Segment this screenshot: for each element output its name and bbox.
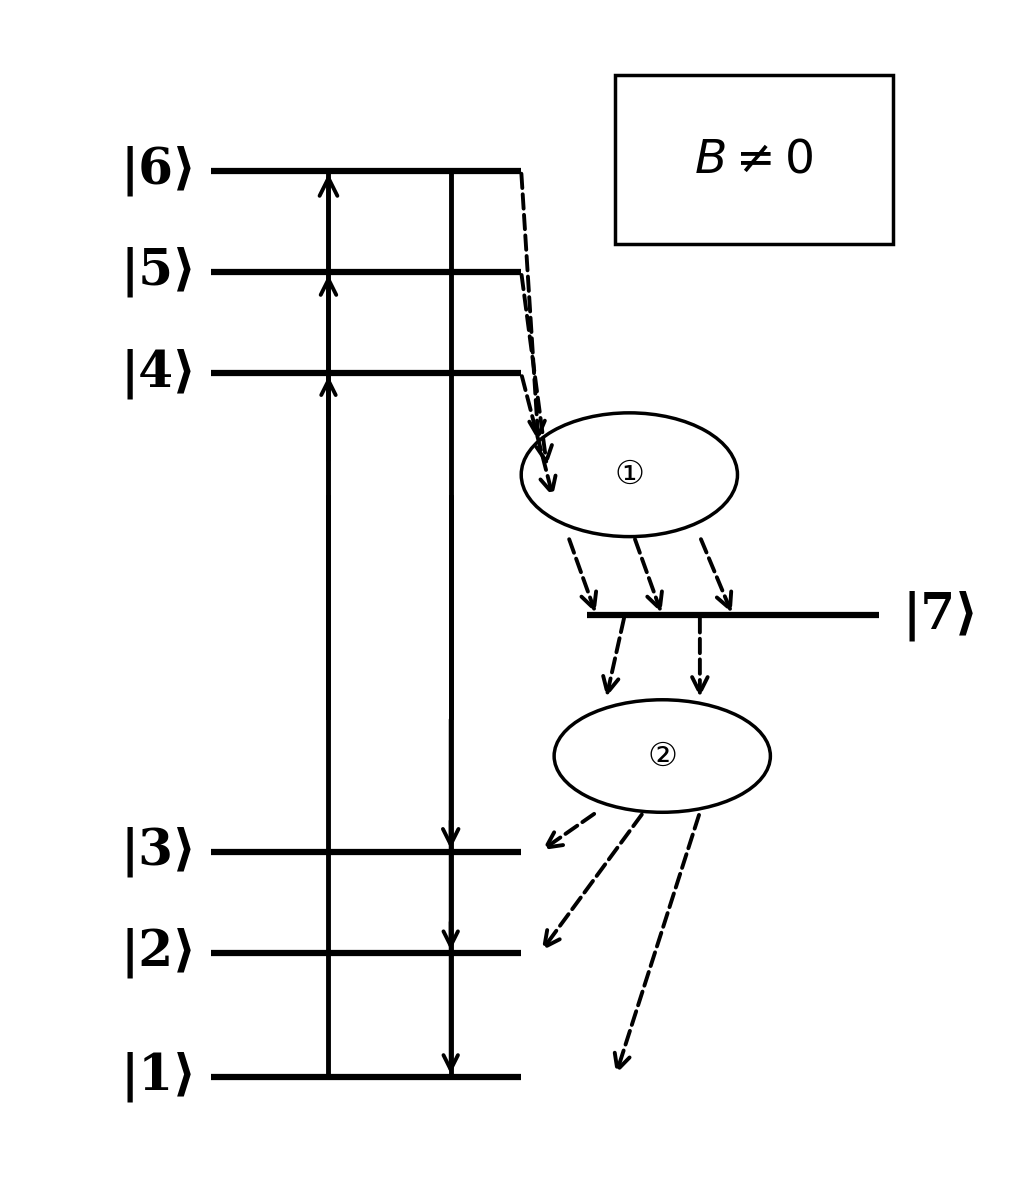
Text: |5⟩: |5⟩ — [121, 247, 197, 297]
Text: |4⟩: |4⟩ — [121, 348, 197, 399]
Text: |6⟩: |6⟩ — [121, 146, 197, 196]
Text: |3⟩: |3⟩ — [121, 826, 197, 877]
FancyBboxPatch shape — [615, 75, 892, 244]
Text: ②: ② — [647, 740, 678, 772]
Text: $B \neq 0$: $B \neq 0$ — [694, 136, 814, 182]
Text: ①: ① — [614, 458, 644, 491]
Text: |1⟩: |1⟩ — [121, 1051, 197, 1102]
Text: |7⟩: |7⟩ — [902, 590, 978, 640]
Text: |2⟩: |2⟩ — [121, 928, 197, 978]
